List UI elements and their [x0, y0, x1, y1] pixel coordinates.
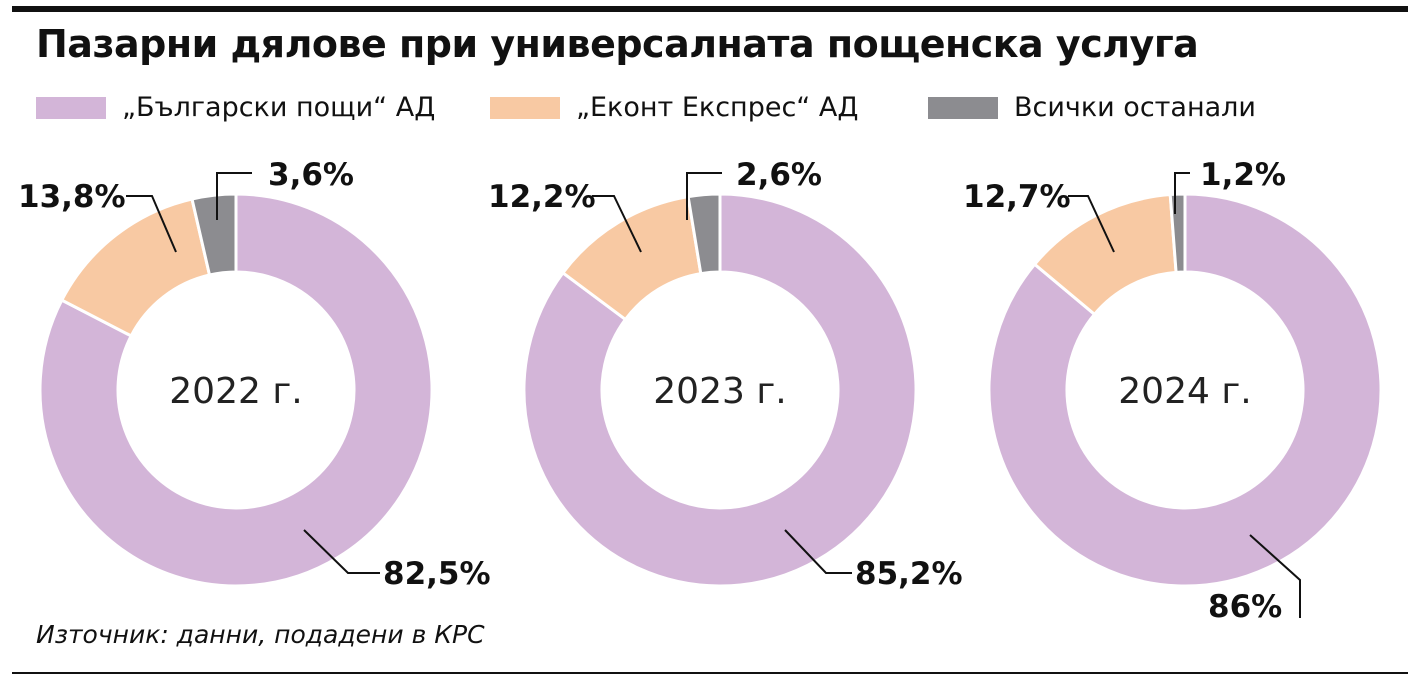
legend-swatch-econt-express	[490, 96, 560, 119]
value-label-2024-econt-express: 12,7%	[963, 179, 1071, 215]
center-label-2024: 2024 г.	[1118, 371, 1251, 412]
value-label-2023-econt-express: 12,2%	[488, 179, 596, 215]
leader-line-2022-bulgarian-posts	[303, 529, 380, 574]
leader-line-2024-all-others	[1174, 172, 1190, 214]
leader-line-2022-all-others	[216, 172, 252, 220]
slice-2024-bulgarian-posts	[987, 192, 1383, 588]
value-label-2024-bulgarian-posts: 86%	[1208, 589, 1282, 625]
slice-2023-all-others	[686, 192, 722, 276]
value-label-2022-bulgarian-posts: 82,5%	[383, 556, 491, 592]
center-label-2022: 2022 г.	[169, 371, 302, 412]
donut-2023: 2023 г. 85,2% 12,2% 2,6%	[488, 157, 963, 592]
chart-title: Пазарни дялове при универсалната пощенск…	[36, 22, 1199, 66]
leader-line-2023-all-others	[686, 172, 722, 220]
top-rule	[12, 6, 1408, 12]
value-label-2023-bulgarian-posts: 85,2%	[855, 556, 963, 592]
legend-label-econt-express: „Еконт Експрес“ АД	[576, 92, 859, 123]
leader-line-2023-econt-express	[592, 195, 642, 253]
legend-swatch-all-others	[928, 96, 998, 119]
slice-2022-bulgarian-posts	[38, 192, 434, 588]
legend-item-bulgarian-posts: „Български пощи“ АД	[36, 92, 435, 123]
value-label-2024-all-others: 1,2%	[1200, 157, 1286, 193]
leader-line-2024-bulgarian-posts	[1249, 534, 1301, 618]
legend-label-bulgarian-posts: „Български пощи“ АД	[122, 92, 436, 123]
slice-2023-bulgarian-posts	[522, 192, 918, 588]
donut-2022: 2022 г. 82,5% 13,8% 3,6%	[18, 157, 491, 592]
leader-line-2024-econt-express	[1068, 195, 1115, 253]
bottom-rule	[12, 672, 1408, 674]
donut-2024: 2024 г. 86% 12,7% 1,2%	[963, 157, 1383, 625]
legend-label-all-others: Всички останали	[1014, 92, 1256, 123]
legend-swatch-bulgarian-posts	[36, 96, 106, 119]
legend-item-econt-express: „Еконт Експрес“ АД	[490, 92, 858, 123]
slice-2022-all-others	[190, 192, 238, 277]
leader-line-2023-bulgarian-posts	[784, 529, 852, 574]
leader-line-2022-econt-express	[126, 195, 177, 253]
value-label-2022-econt-express: 13,8%	[18, 179, 126, 215]
source-note: Източник: данни, подадени в КРС	[36, 620, 485, 649]
legend: „Български пощи“ АД „Еконт Експрес“ АД В…	[36, 92, 1336, 128]
center-label-2023: 2023 г.	[653, 371, 786, 412]
legend-item-all-others: Всички останали	[928, 92, 1256, 123]
value-label-2023-all-others: 2,6%	[736, 157, 822, 193]
value-label-2022-all-others: 3,6%	[268, 157, 354, 193]
